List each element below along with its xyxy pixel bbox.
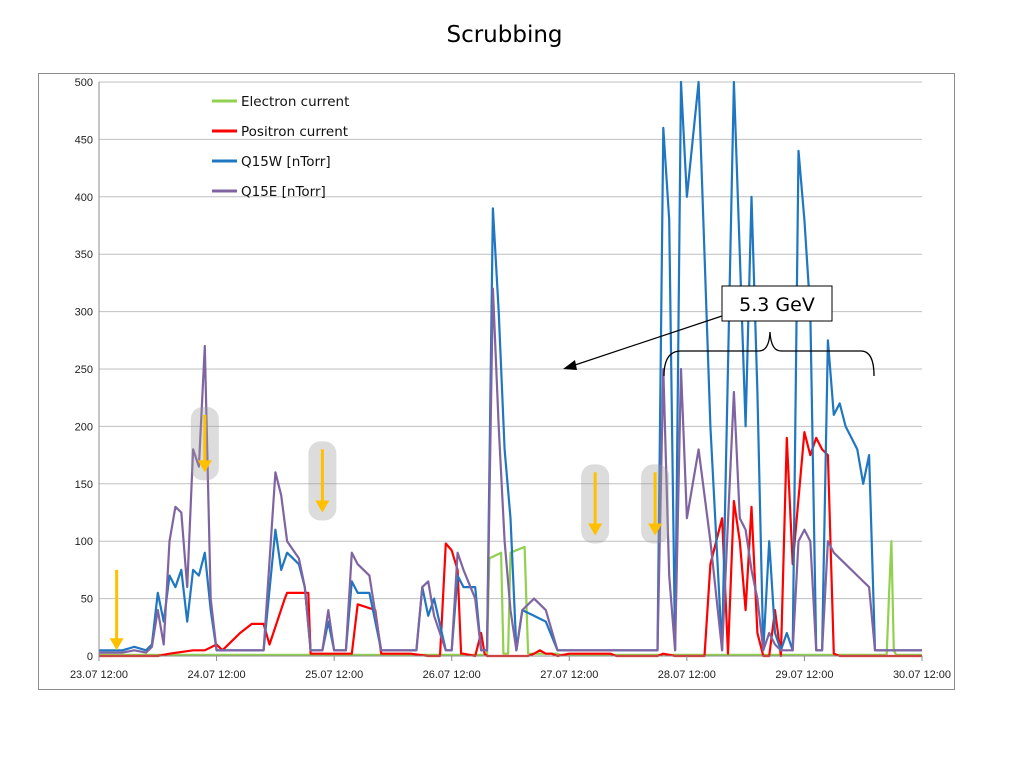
legend: Electron current Positron current Q15W [nT… bbox=[212, 94, 349, 200]
y-tick-label: 450 bbox=[75, 134, 93, 146]
chart-svg: 0 50 100 150 200 250 300 350 400 450 500 23.07 12:0… bbox=[70, 77, 951, 681]
y-tick-label: 500 bbox=[75, 77, 93, 89]
series-line-electron bbox=[99, 540, 922, 657]
y-tick-label: 300 bbox=[75, 307, 93, 319]
y-tick-label: 150 bbox=[75, 479, 93, 491]
x-tick-label: 23.07 12:00 bbox=[70, 669, 128, 681]
legend-label: Q15W [nTorr] bbox=[241, 154, 331, 170]
x-tick-label: 28.07 12:00 bbox=[658, 669, 716, 681]
x-tick-label: 30.07 12:00 bbox=[893, 669, 951, 681]
y-tick-label: 250 bbox=[75, 364, 93, 376]
arrow-head bbox=[109, 638, 124, 651]
legend-label: Positron current bbox=[241, 124, 348, 140]
grid-layer bbox=[99, 81, 922, 657]
arrow-head bbox=[197, 460, 212, 473]
x-tick-label: 24.07 12:00 bbox=[188, 669, 246, 681]
y-tick-label: 400 bbox=[75, 192, 93, 204]
arrow-head bbox=[315, 500, 330, 513]
y-tick-label: 350 bbox=[75, 249, 93, 261]
energy-callout: 5.3 GeV bbox=[563, 285, 875, 377]
series-layer bbox=[99, 80, 922, 658]
x-tick-label: 25.07 12:00 bbox=[305, 669, 363, 681]
callout-pointer-head bbox=[563, 360, 577, 370]
y-tick-label: 100 bbox=[75, 536, 93, 548]
axis-layer: 0 50 100 150 200 250 300 350 400 450 500 23.07 12:0… bbox=[70, 77, 951, 681]
callout-box bbox=[721, 285, 833, 322]
x-tick-label: 27.07 12:00 bbox=[540, 669, 598, 681]
x-tick-label: 29.07 12:00 bbox=[775, 669, 833, 681]
callout-brace bbox=[663, 331, 875, 377]
legend-label: Q15E [nTorr] bbox=[241, 184, 326, 200]
y-tick-label: 50 bbox=[81, 594, 93, 606]
y-tick-label: 200 bbox=[75, 421, 93, 433]
arrow-head bbox=[588, 523, 603, 536]
annotation-arrows bbox=[109, 406, 670, 651]
x-tick-label: 26.07 12:00 bbox=[423, 669, 481, 681]
chart-frame: 0 50 100 150 200 250 300 350 400 450 500 23.07 12:0… bbox=[38, 73, 955, 690]
legend-label: Electron current bbox=[241, 94, 349, 110]
callout-pointer-line bbox=[568, 315, 723, 368]
arrow-head bbox=[648, 523, 663, 536]
y-tick-label: 0 bbox=[87, 651, 93, 663]
series-line-q15e bbox=[99, 287, 922, 654]
slide-title: Scrubbing bbox=[446, 22, 563, 48]
callout-label: 5.3 GeV bbox=[739, 294, 815, 316]
